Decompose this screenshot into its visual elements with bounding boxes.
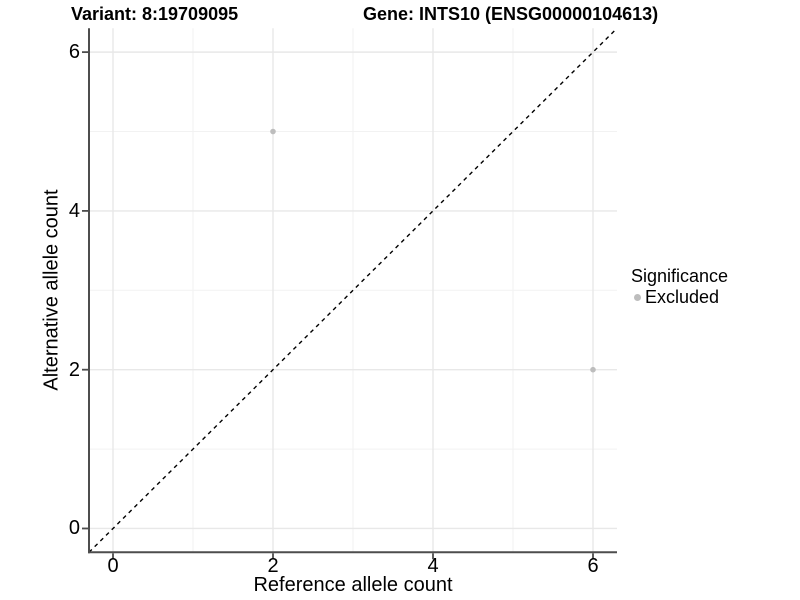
y-tick-label: 6	[68, 41, 80, 64]
x-tick-label: 6	[587, 555, 599, 577]
x-tick-label: 0	[107, 555, 119, 577]
y-tick-label: 4	[68, 199, 80, 222]
legend: Significance Excluded	[631, 266, 728, 308]
legend-key-dot-icon	[634, 294, 641, 301]
y-tick-label: 0	[68, 517, 80, 540]
plot-title-variant: Variant: 8:19709095	[71, 4, 239, 24]
y-tick-label: 2	[68, 358, 80, 381]
x-axis-title: Reference allele count	[253, 574, 453, 596]
legend-item-excluded: Excluded	[631, 287, 728, 308]
y-axis-title: Alternative allele count	[40, 189, 63, 391]
data-point	[590, 366, 596, 373]
legend-item-label: Excluded	[645, 287, 720, 307]
data-point	[270, 128, 276, 135]
identity-reference-line	[88, 27, 618, 553]
x-tick-label: 4	[427, 555, 439, 577]
x-tick-label: 2	[267, 555, 279, 577]
legend-title: Significance	[631, 266, 729, 286]
plot-title-gene: Gene: INTS10 (ENSG00000104613)	[363, 4, 659, 24]
